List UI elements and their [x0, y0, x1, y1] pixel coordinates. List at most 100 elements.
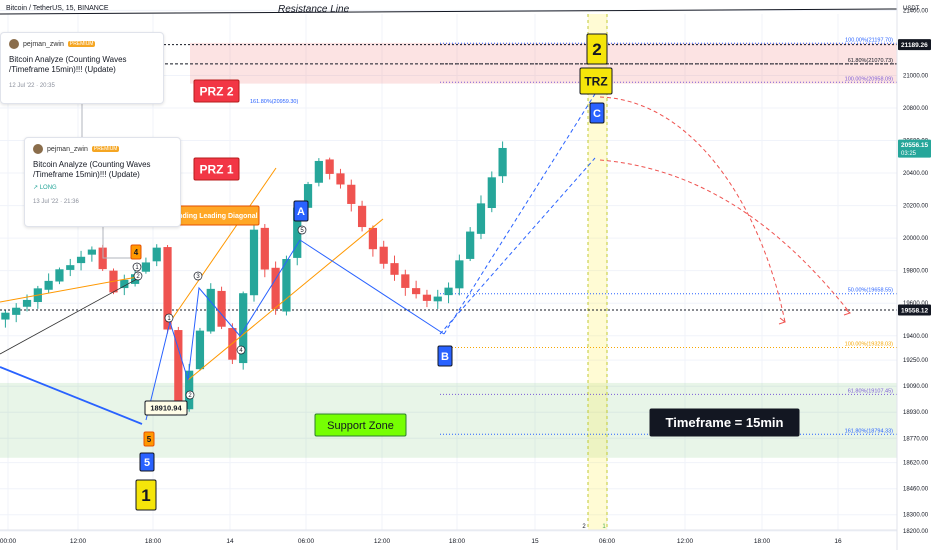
wave-2-label-box	[586, 33, 608, 65]
projection	[443, 93, 596, 335]
timeframe-label-box	[649, 408, 800, 437]
price-tick: 18620.00	[903, 461, 929, 467]
symbol-title: Bitcoin / TetherUS, 15, BINANCE	[6, 5, 109, 12]
card-connector	[102, 227, 137, 259]
low-price-label-box	[144, 400, 188, 416]
time-tick: 18:00	[449, 538, 466, 545]
idea-card-1[interactable]: pejman_zwin PREMIUM Bitcoin Analyze (Cou…	[0, 32, 164, 104]
wave-line	[0, 278, 138, 355]
price-tick: 18770.00	[903, 436, 929, 442]
projection-down	[599, 159, 851, 314]
wave-1-label-box	[135, 479, 157, 511]
candle-body	[444, 287, 453, 296]
candle-body	[66, 265, 75, 270]
resistance-line-label: Resistance Line	[278, 4, 350, 15]
price-tick: 20400.00	[903, 171, 929, 177]
support-zone-label-box	[314, 413, 407, 437]
sub-wave-5-label: 5	[147, 435, 152, 444]
current-price: 20556.15	[901, 142, 928, 149]
time-tick: 16	[834, 538, 842, 545]
low-price-label: 18910.94	[150, 404, 182, 413]
wave-line	[299, 239, 445, 335]
price-tick: 18930.00	[903, 410, 929, 416]
time-tick: 15	[531, 538, 539, 545]
subwave-2: 2	[136, 274, 140, 280]
price-tick: 20200.00	[903, 204, 929, 210]
candle-body	[1, 312, 10, 320]
candle-body	[368, 227, 378, 250]
resistance-line	[0, 8, 898, 15]
price-badge-2: 19558.12	[901, 307, 928, 314]
candle-body	[22, 299, 32, 307]
time-tick: 12:00	[677, 538, 694, 545]
arrow-head	[778, 317, 787, 325]
idea-title[interactable]: Bitcoin Analyze (Counting Waves /Timefra…	[33, 160, 151, 179]
fib-label: 100.00%(20958.09)	[845, 76, 893, 82]
wave-B-label: B	[441, 351, 449, 363]
candle-body	[120, 279, 129, 289]
subwave-3-ring	[193, 271, 203, 281]
subwave-3: 3	[196, 274, 200, 280]
idea-card-2[interactable]: pejman_zwin PREMIUM Bitcoin Analyze (Cou…	[24, 137, 181, 227]
candle-body	[282, 259, 291, 312]
price-tick: 20800.00	[903, 106, 929, 112]
fib-label: 100.00%(19328.03)	[845, 341, 893, 347]
trendline	[0, 366, 143, 425]
currency-label: USDT	[903, 6, 920, 12]
wave-2-label: 2	[592, 40, 601, 59]
wave-line	[145, 239, 301, 421]
current-price-box	[898, 139, 931, 158]
time-tick: 18:00	[754, 538, 771, 545]
subwave-2: 2	[188, 393, 192, 399]
sub-wave-4-label-box	[130, 244, 142, 260]
price-tick: 18300.00	[903, 513, 929, 519]
candle-body	[357, 205, 367, 228]
fib-label: 50.00%(19658.55)	[848, 288, 893, 294]
idea-title[interactable]: Bitcoin Analyze (Counting Waves /Timefra…	[9, 55, 127, 74]
author-name: pejman_zwin	[23, 40, 64, 48]
trz-label-box	[579, 67, 613, 95]
diagonal-line	[187, 218, 384, 381]
candle-body	[87, 249, 96, 255]
candle-body	[12, 307, 21, 315]
bar-countdown: 03:25	[901, 151, 917, 157]
wave-5-label-box	[139, 452, 155, 472]
avatar	[9, 39, 19, 49]
diagonal-line	[169, 167, 277, 323]
candle-body	[271, 267, 280, 309]
long-tag: ↗ LONG	[33, 185, 57, 191]
candle-body	[260, 227, 269, 270]
time-band	[588, 14, 607, 530]
price-tick: 21000.00	[903, 73, 929, 79]
subwave-1: 1	[167, 316, 171, 322]
candle-body	[379, 246, 388, 264]
trz-label: TRZ	[584, 74, 607, 88]
idea-date: 13 Jul '22 · 21:36	[33, 199, 79, 205]
time-tick: 06:00	[298, 538, 315, 545]
subwave-1-ring	[132, 262, 142, 272]
wave-1-label: 1	[141, 486, 150, 505]
premium-badge: PREMIUM	[91, 146, 120, 152]
candle-body	[206, 288, 215, 332]
fib-label: 61.80%(19107.45)	[848, 388, 893, 394]
timeframe-label: Timeframe = 15min	[666, 415, 784, 430]
subwave-4-ring	[236, 345, 246, 355]
candle-body	[390, 263, 399, 275]
price-tick: 19600.00	[903, 301, 929, 307]
candle-body	[163, 247, 172, 330]
diagonal-label: Expanding Leading Diagonal	[161, 213, 257, 220]
wave-A-label: A	[297, 206, 305, 218]
time-tick: 00:00	[0, 538, 17, 545]
candle-body	[401, 274, 410, 288]
wave-C-label: C	[593, 108, 601, 120]
time-tick: 18:00	[145, 538, 162, 545]
prz2-label: PRZ 2	[199, 84, 233, 98]
candle-body	[141, 262, 151, 272]
support-zone-label: Support Zone	[327, 420, 394, 432]
candle-body	[249, 229, 259, 296]
candle-body	[174, 330, 183, 407]
fib-label: 161.80%(20959.30)	[250, 99, 298, 105]
candle-body	[185, 370, 194, 410]
